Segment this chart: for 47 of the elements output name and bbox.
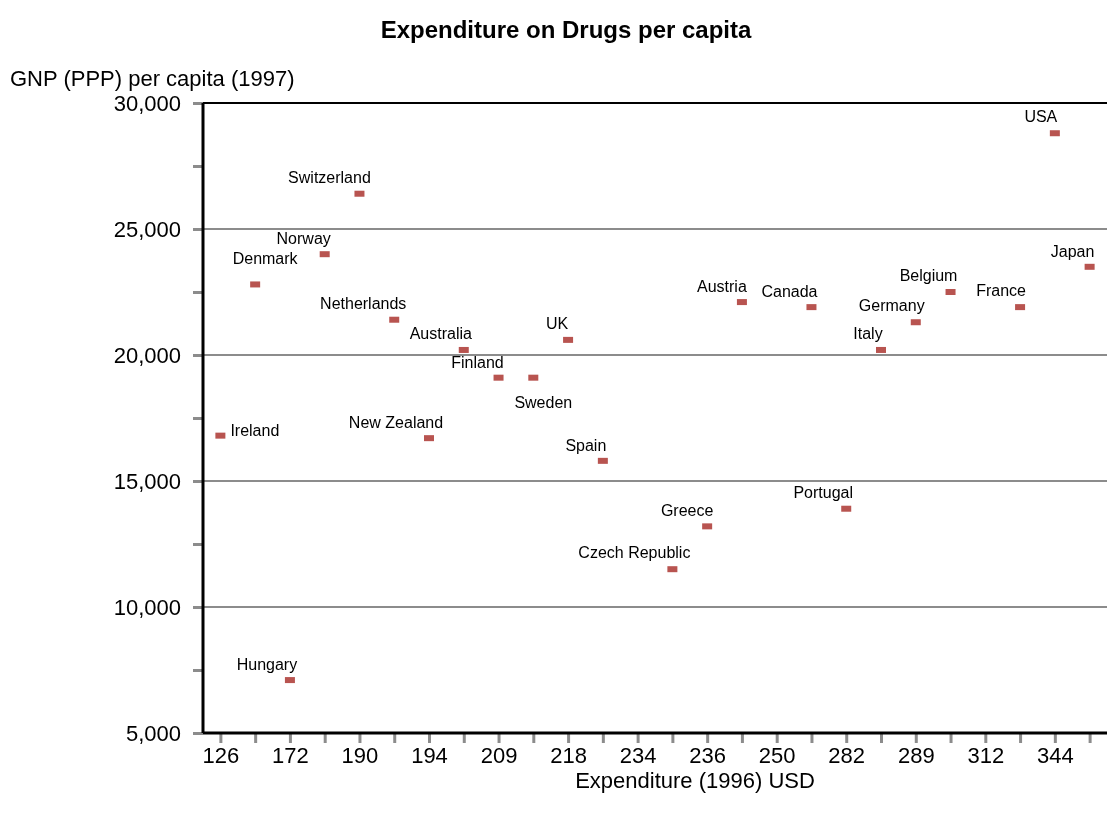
text: 5,000 — [125, 720, 181, 746]
y-tick-label: 10,000 — [113, 594, 181, 620]
annotation: Czech Republic — [578, 544, 691, 562]
chart-title: Expenditure on Drugs per capita — [380, 16, 753, 43]
annotation: Spain — [565, 436, 607, 454]
annotation: Portugal — [793, 483, 854, 501]
point — [424, 435, 434, 442]
annotation: France — [976, 282, 1027, 300]
annotation: Australia — [409, 324, 472, 342]
annotation: Switzerland — [288, 168, 371, 186]
annotation: USA — [1024, 108, 1058, 126]
x-tick-label: 209 — [480, 743, 518, 768]
x-tick-label: 218 — [550, 743, 587, 768]
x-tick-label: 194 — [411, 743, 448, 768]
x-axis-title: Expenditure (1996) USD — [575, 768, 815, 793]
x-tick-label: 236 — [689, 743, 727, 768]
y-axis-title: GNP (PPP) per capita (1997) — [10, 66, 295, 91]
annotation: Japan — [1050, 242, 1095, 260]
annotation: Finland — [451, 353, 504, 371]
x-tick-label: 312 — [967, 743, 1005, 768]
x-tick-label: 190 — [341, 743, 379, 768]
annotation: Belgium — [899, 267, 958, 284]
y-tick-label: 25,000 — [113, 216, 181, 242]
x-tick-label: 282 — [828, 743, 866, 768]
y-tick-label: 30,000 — [113, 90, 181, 116]
annotation: New Zealand — [348, 414, 444, 432]
y-tick-label: 20,000 — [113, 342, 181, 368]
annotation: UK — [545, 314, 569, 332]
annotation: Norway — [276, 230, 331, 248]
point — [876, 346, 886, 353]
x-tick-label: 172 — [272, 743, 309, 768]
y-tick-label: 15,000 — [113, 468, 181, 494]
x-tick-label: 289 — [897, 743, 935, 768]
x-tick-label: 344 — [1036, 743, 1074, 768]
annotation: Austria — [697, 278, 747, 296]
annotation: Greece — [660, 502, 714, 520]
annotation: Germany — [858, 297, 925, 315]
annotation: Sweden — [514, 393, 573, 411]
annotation: Netherlands — [320, 294, 407, 312]
x-tick-label: 250 — [758, 743, 796, 768]
annotation: Hungary — [236, 656, 298, 674]
annotation: Italy — [853, 324, 883, 342]
x-tick-label: 126 — [202, 743, 240, 768]
annotation: Denmark — [232, 250, 299, 268]
annotation: Canada — [761, 283, 818, 301]
annotation: Ireland — [230, 421, 280, 439]
x-tick-label: 234 — [619, 743, 657, 768]
